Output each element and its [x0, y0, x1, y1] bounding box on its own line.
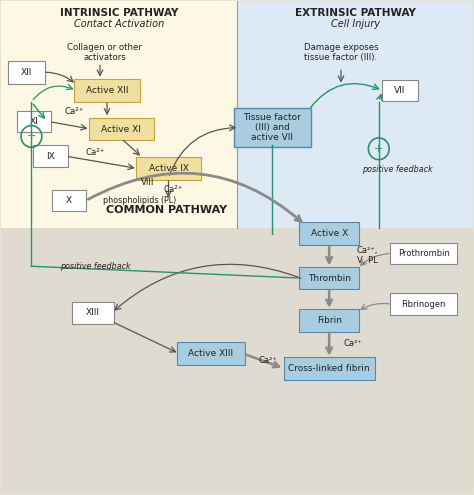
- Text: VIII: VIII: [140, 178, 154, 187]
- FancyBboxPatch shape: [136, 157, 201, 180]
- FancyBboxPatch shape: [299, 222, 359, 245]
- Text: EXTRINSIC PATHWAY: EXTRINSIC PATHWAY: [295, 8, 416, 18]
- Text: Fibrin: Fibrin: [317, 316, 342, 325]
- FancyBboxPatch shape: [283, 357, 375, 380]
- Text: Active IX: Active IX: [148, 164, 188, 173]
- Text: XI: XI: [29, 117, 38, 126]
- FancyBboxPatch shape: [390, 243, 457, 264]
- Text: Active XIII: Active XIII: [189, 349, 234, 358]
- FancyBboxPatch shape: [17, 111, 51, 133]
- Text: Ca²⁺: Ca²⁺: [344, 339, 362, 348]
- Text: Active XII: Active XII: [86, 86, 128, 95]
- Text: Ca²⁺: Ca²⁺: [85, 148, 105, 157]
- Bar: [237, 0, 474, 228]
- Text: Cell Injury: Cell Injury: [331, 19, 380, 29]
- Text: Ca²⁺: Ca²⁺: [64, 107, 83, 116]
- Text: COMMON PATHWAY: COMMON PATHWAY: [106, 205, 227, 215]
- FancyBboxPatch shape: [8, 61, 45, 84]
- Text: Active XI: Active XI: [101, 125, 141, 134]
- Text: Fibrinogen: Fibrinogen: [401, 300, 446, 309]
- FancyBboxPatch shape: [299, 267, 359, 290]
- Text: Ca²⁺,
V, PL: Ca²⁺, V, PL: [356, 246, 378, 265]
- Text: +: +: [374, 144, 383, 154]
- Text: Thrombin: Thrombin: [308, 274, 351, 283]
- FancyBboxPatch shape: [72, 302, 114, 324]
- FancyBboxPatch shape: [382, 80, 419, 101]
- Text: Tissue factor
(III) and
active VII: Tissue factor (III) and active VII: [244, 113, 301, 143]
- Text: X: X: [66, 196, 73, 205]
- Text: +: +: [27, 132, 36, 142]
- Text: Ca²⁺: Ca²⁺: [258, 355, 277, 364]
- FancyBboxPatch shape: [89, 118, 154, 141]
- Text: Collagen or other
activators: Collagen or other activators: [67, 43, 142, 62]
- Text: VII: VII: [394, 86, 406, 95]
- Text: positive feedback: positive feedback: [363, 165, 433, 174]
- FancyBboxPatch shape: [33, 146, 68, 167]
- Text: Ca²⁺: Ca²⁺: [164, 185, 183, 194]
- Text: phospholipids (PL): phospholipids (PL): [103, 196, 177, 205]
- FancyBboxPatch shape: [74, 79, 140, 102]
- Text: positive feedback: positive feedback: [60, 262, 130, 271]
- FancyBboxPatch shape: [390, 294, 457, 315]
- FancyArrowPatch shape: [88, 173, 301, 221]
- Text: IX: IX: [46, 151, 55, 161]
- Text: Contact Activation: Contact Activation: [74, 19, 164, 29]
- Text: Active X: Active X: [310, 229, 348, 238]
- Bar: [0, 0, 237, 228]
- Text: XIII: XIII: [86, 308, 100, 317]
- FancyBboxPatch shape: [52, 190, 86, 211]
- Text: Prothrombin: Prothrombin: [398, 249, 450, 258]
- Text: Cross-linked fibrin: Cross-linked fibrin: [288, 364, 370, 373]
- Text: INTRINSIC PATHWAY: INTRINSIC PATHWAY: [60, 8, 178, 18]
- FancyBboxPatch shape: [177, 342, 245, 365]
- Text: XII: XII: [21, 68, 32, 77]
- Bar: [0, 228, 474, 495]
- FancyBboxPatch shape: [299, 309, 359, 332]
- Text: Damage exposes
tissue factor (III).: Damage exposes tissue factor (III).: [304, 43, 378, 62]
- FancyBboxPatch shape: [234, 108, 311, 148]
